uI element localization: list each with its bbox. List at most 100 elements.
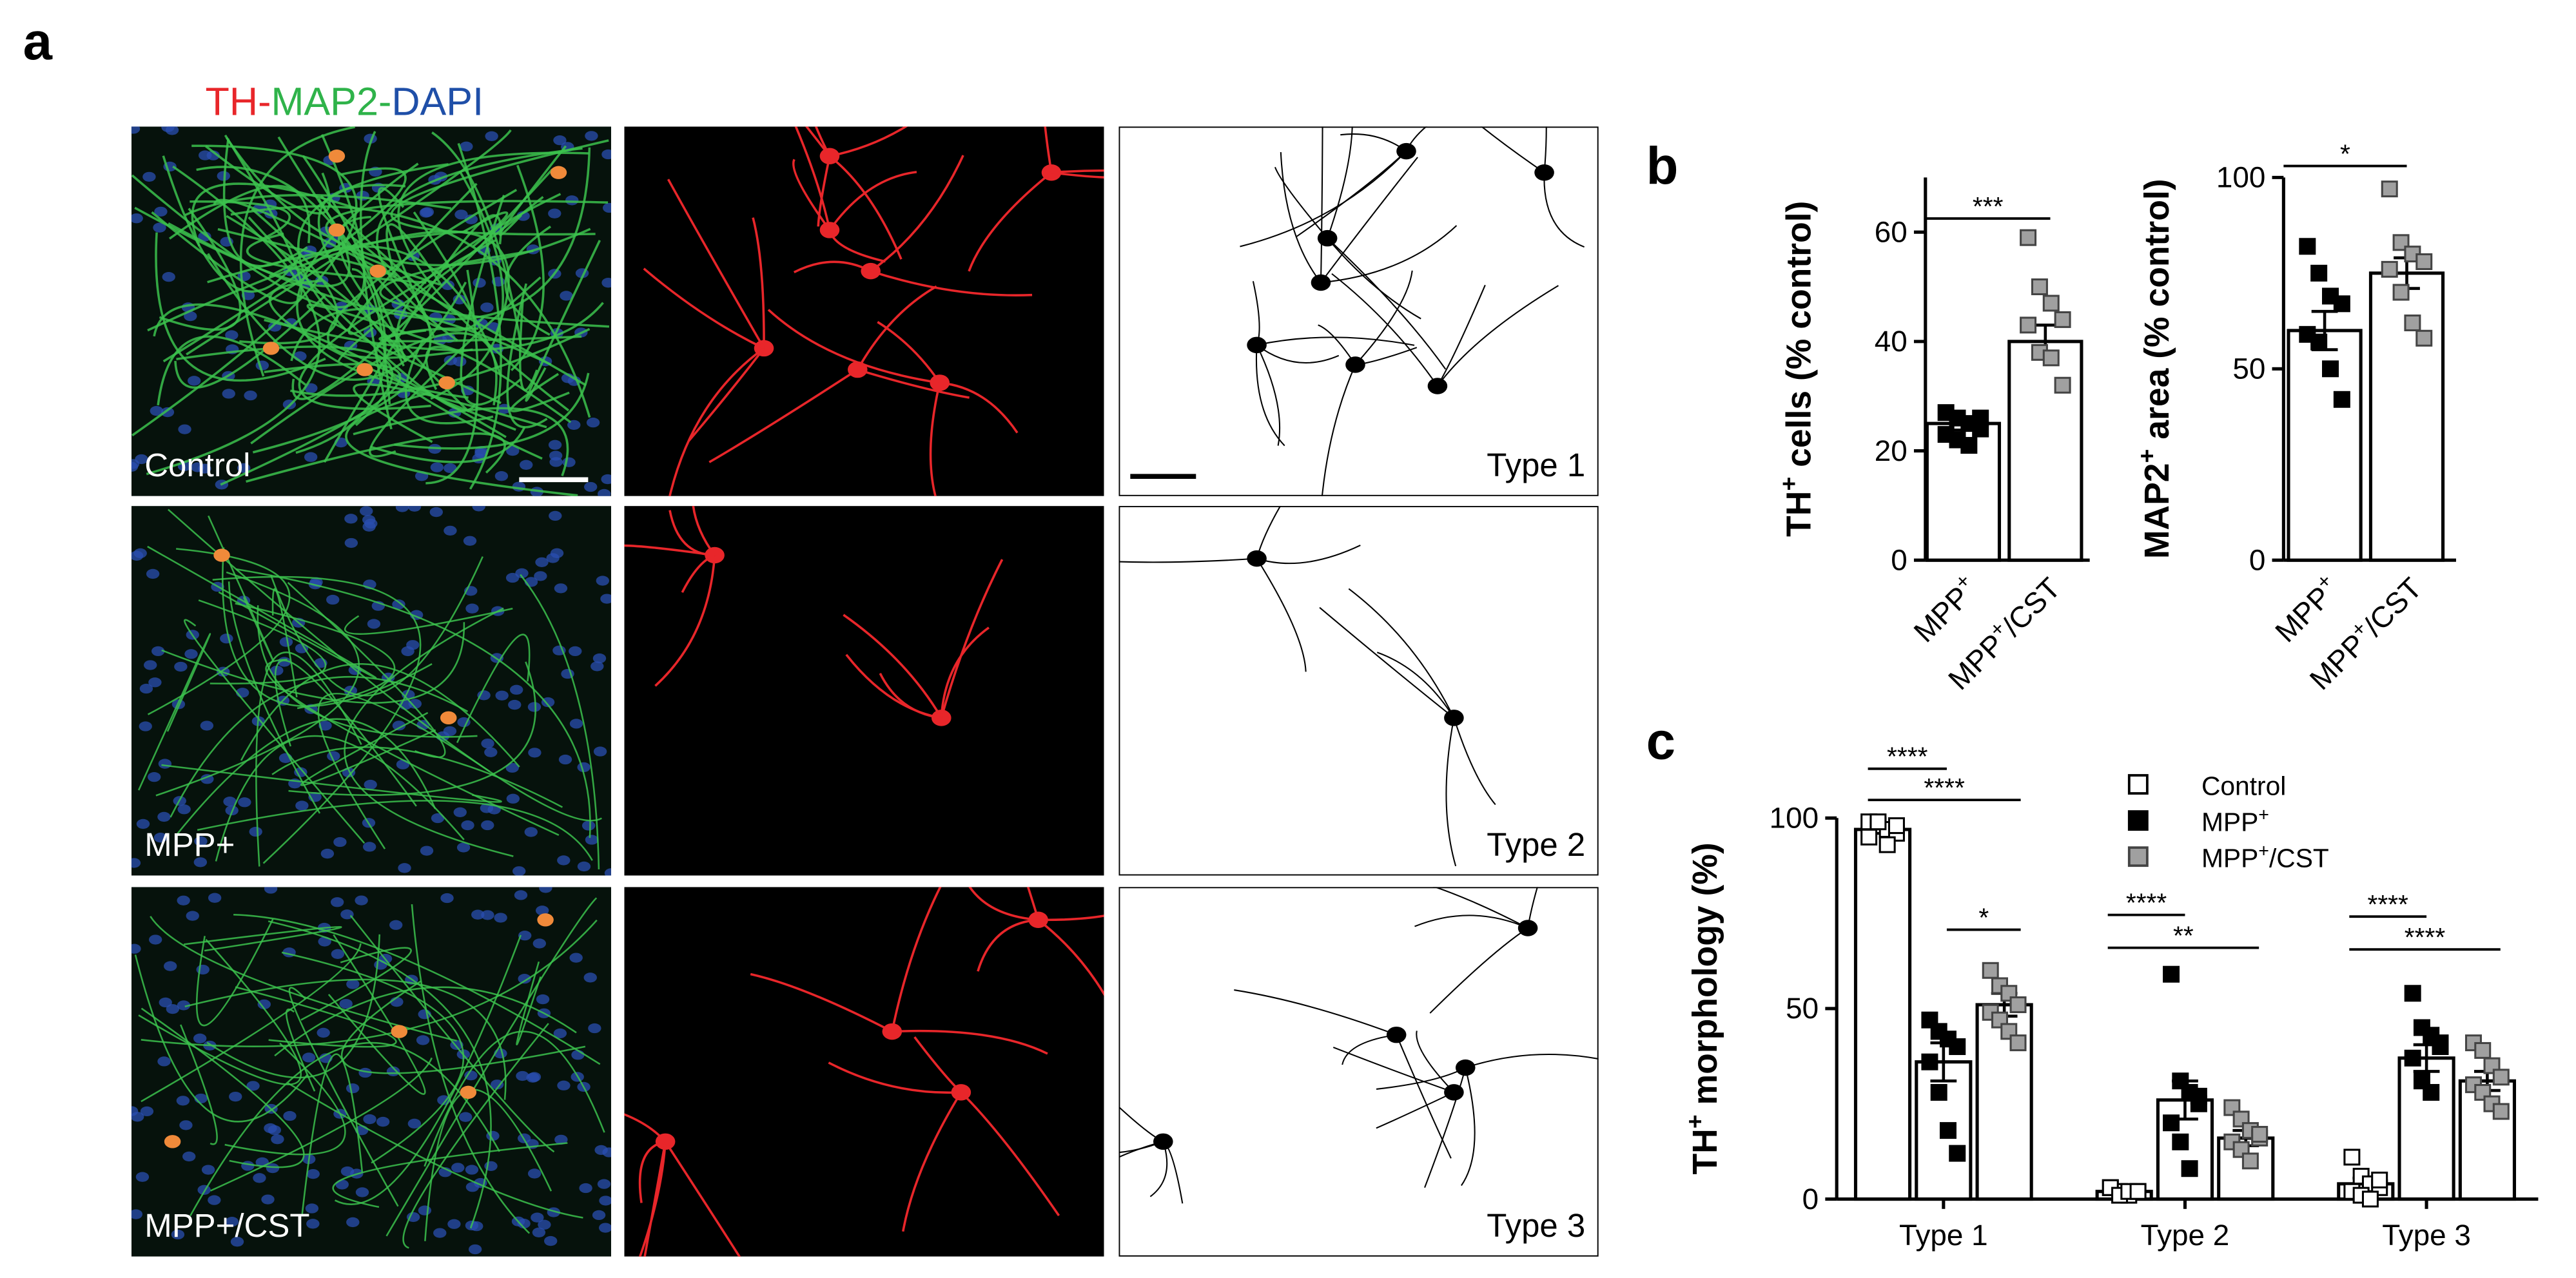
y-tick-label: 40 — [1875, 324, 1908, 358]
data-point — [2163, 1114, 2180, 1132]
neurite — [1445, 717, 1457, 867]
nucleus — [429, 507, 443, 518]
th-cell — [460, 1085, 477, 1099]
neurite — [300, 712, 436, 786]
nucleus — [465, 1165, 479, 1175]
nucleus — [131, 126, 141, 134]
significance-label: *** — [1973, 191, 2004, 221]
nucleus — [565, 195, 579, 206]
nucleus — [158, 759, 172, 769]
neurite — [1376, 1067, 1466, 1090]
data-point — [2009, 996, 2027, 1013]
data-point — [2241, 1152, 2259, 1170]
y-tick-label: 0 — [2249, 543, 2266, 576]
nucleus — [516, 1070, 529, 1081]
nucleus — [557, 1080, 571, 1090]
nucleus — [440, 893, 454, 904]
significance-label: **** — [1887, 742, 1928, 771]
neurite — [274, 986, 577, 1057]
neurite — [845, 654, 942, 719]
neurite — [1340, 133, 1407, 152]
neurite — [977, 918, 1039, 972]
nucleus — [602, 1147, 612, 1157]
nucleus — [583, 973, 597, 983]
nucleus — [444, 525, 457, 536]
data-point — [2404, 985, 2421, 1002]
neurite — [1461, 1067, 1476, 1186]
neurite — [340, 980, 586, 1074]
nucleus — [320, 848, 335, 859]
nucleus — [538, 1219, 551, 1230]
neurite — [828, 229, 886, 263]
condition-label: MPP+/CST — [144, 1207, 309, 1244]
neurite — [1453, 717, 1496, 806]
neurite — [457, 142, 502, 490]
legend-swatch — [2127, 810, 2149, 831]
neurite — [397, 151, 589, 412]
neurite — [940, 559, 1004, 719]
nucleus — [304, 452, 318, 462]
neurite — [161, 764, 502, 803]
nucleus — [165, 126, 179, 135]
th-cell — [213, 548, 230, 562]
nucleus — [468, 1244, 482, 1255]
nucleus — [293, 351, 307, 362]
neurite — [828, 1061, 961, 1094]
neurite — [654, 555, 716, 687]
nucleus — [520, 460, 533, 470]
significance-label: **** — [1924, 773, 1965, 802]
data-point — [2020, 316, 2037, 334]
neurite — [375, 327, 543, 460]
nucleus — [553, 135, 567, 146]
data-point — [2343, 1148, 2361, 1166]
neurite — [1480, 126, 1545, 173]
neurite — [1280, 151, 1322, 284]
legend-swatch — [2127, 774, 2149, 795]
neurite — [1320, 126, 1323, 283]
nucleus — [171, 1229, 185, 1240]
neurite — [210, 1057, 433, 1192]
neurite — [349, 915, 555, 1153]
type-label: Type 3 — [1487, 1207, 1585, 1244]
neurite — [688, 347, 765, 442]
th-cell — [328, 150, 346, 163]
neurite — [385, 897, 598, 1237]
data-point — [2404, 315, 2421, 332]
neurite — [138, 938, 302, 1085]
nucleus — [526, 1072, 540, 1083]
neurite — [159, 208, 242, 331]
image-bg — [624, 126, 1104, 496]
data-point — [2404, 1049, 2421, 1067]
data-point — [1972, 409, 1989, 427]
neurite — [327, 934, 426, 1095]
nucleus — [140, 1106, 154, 1117]
nucleus — [363, 1114, 376, 1125]
nucleus — [557, 855, 571, 866]
nucleus — [223, 797, 237, 807]
neurite — [1318, 324, 1356, 365]
neurite — [394, 373, 590, 450]
nucleus — [430, 462, 444, 472]
neurite — [337, 215, 470, 413]
neurite — [1543, 172, 1585, 248]
stain-part: MAP2- — [271, 80, 391, 124]
data-point — [2172, 1133, 2189, 1150]
neurite — [246, 232, 427, 284]
nucleus — [515, 568, 529, 579]
neurite — [268, 920, 492, 1229]
neurite — [255, 652, 362, 867]
nucleus — [577, 861, 591, 872]
neurite — [141, 1007, 305, 1168]
nucleus — [283, 1110, 297, 1121]
neurite — [664, 1141, 741, 1257]
nucleus — [305, 1203, 319, 1214]
th-cell — [164, 1135, 181, 1148]
nucleus — [295, 643, 309, 654]
neurite — [207, 253, 467, 381]
nucleus — [194, 836, 208, 846]
nucleus — [356, 191, 369, 201]
neurite — [206, 934, 381, 1079]
neurite — [1342, 1034, 1397, 1065]
neurite — [222, 138, 308, 267]
nucleus — [601, 149, 612, 160]
